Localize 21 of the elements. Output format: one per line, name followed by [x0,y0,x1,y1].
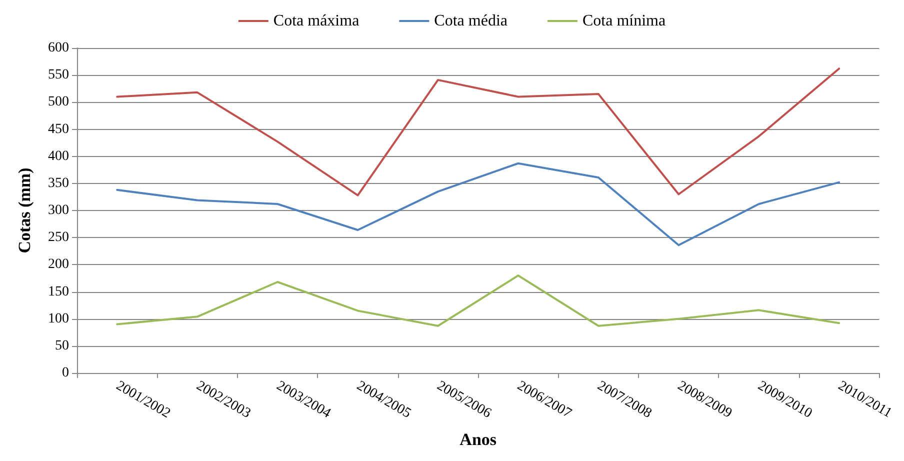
y-tick-label: 150 [48,284,69,300]
y-tick-label: 0 [62,366,69,380]
legend-label: Cota máxima [273,12,360,30]
y-tick-label: 300 [48,203,69,218]
y-axis-title: Cotas (mm) [15,168,34,254]
y-tick-label: 200 [48,257,69,272]
y-tick-label: 100 [48,311,69,326]
y-tick-label: 600 [48,40,69,56]
y-tick-label: 250 [48,230,69,246]
y-tick-label: 450 [48,122,69,137]
line-series [116,68,840,196]
legend-label: Cota média [434,12,508,30]
x-axis-title: Anos [460,430,497,449]
line-series [116,162,840,246]
y-tick-label: 400 [48,148,69,164]
y-tick-label: 350 [48,176,69,191]
line-series [116,274,840,327]
y-tick-label: 550 [48,68,69,83]
y-tick-label: 500 [48,94,69,110]
legend-label: Cota mínima [582,12,666,30]
y-tick-label: 50 [55,338,69,354]
